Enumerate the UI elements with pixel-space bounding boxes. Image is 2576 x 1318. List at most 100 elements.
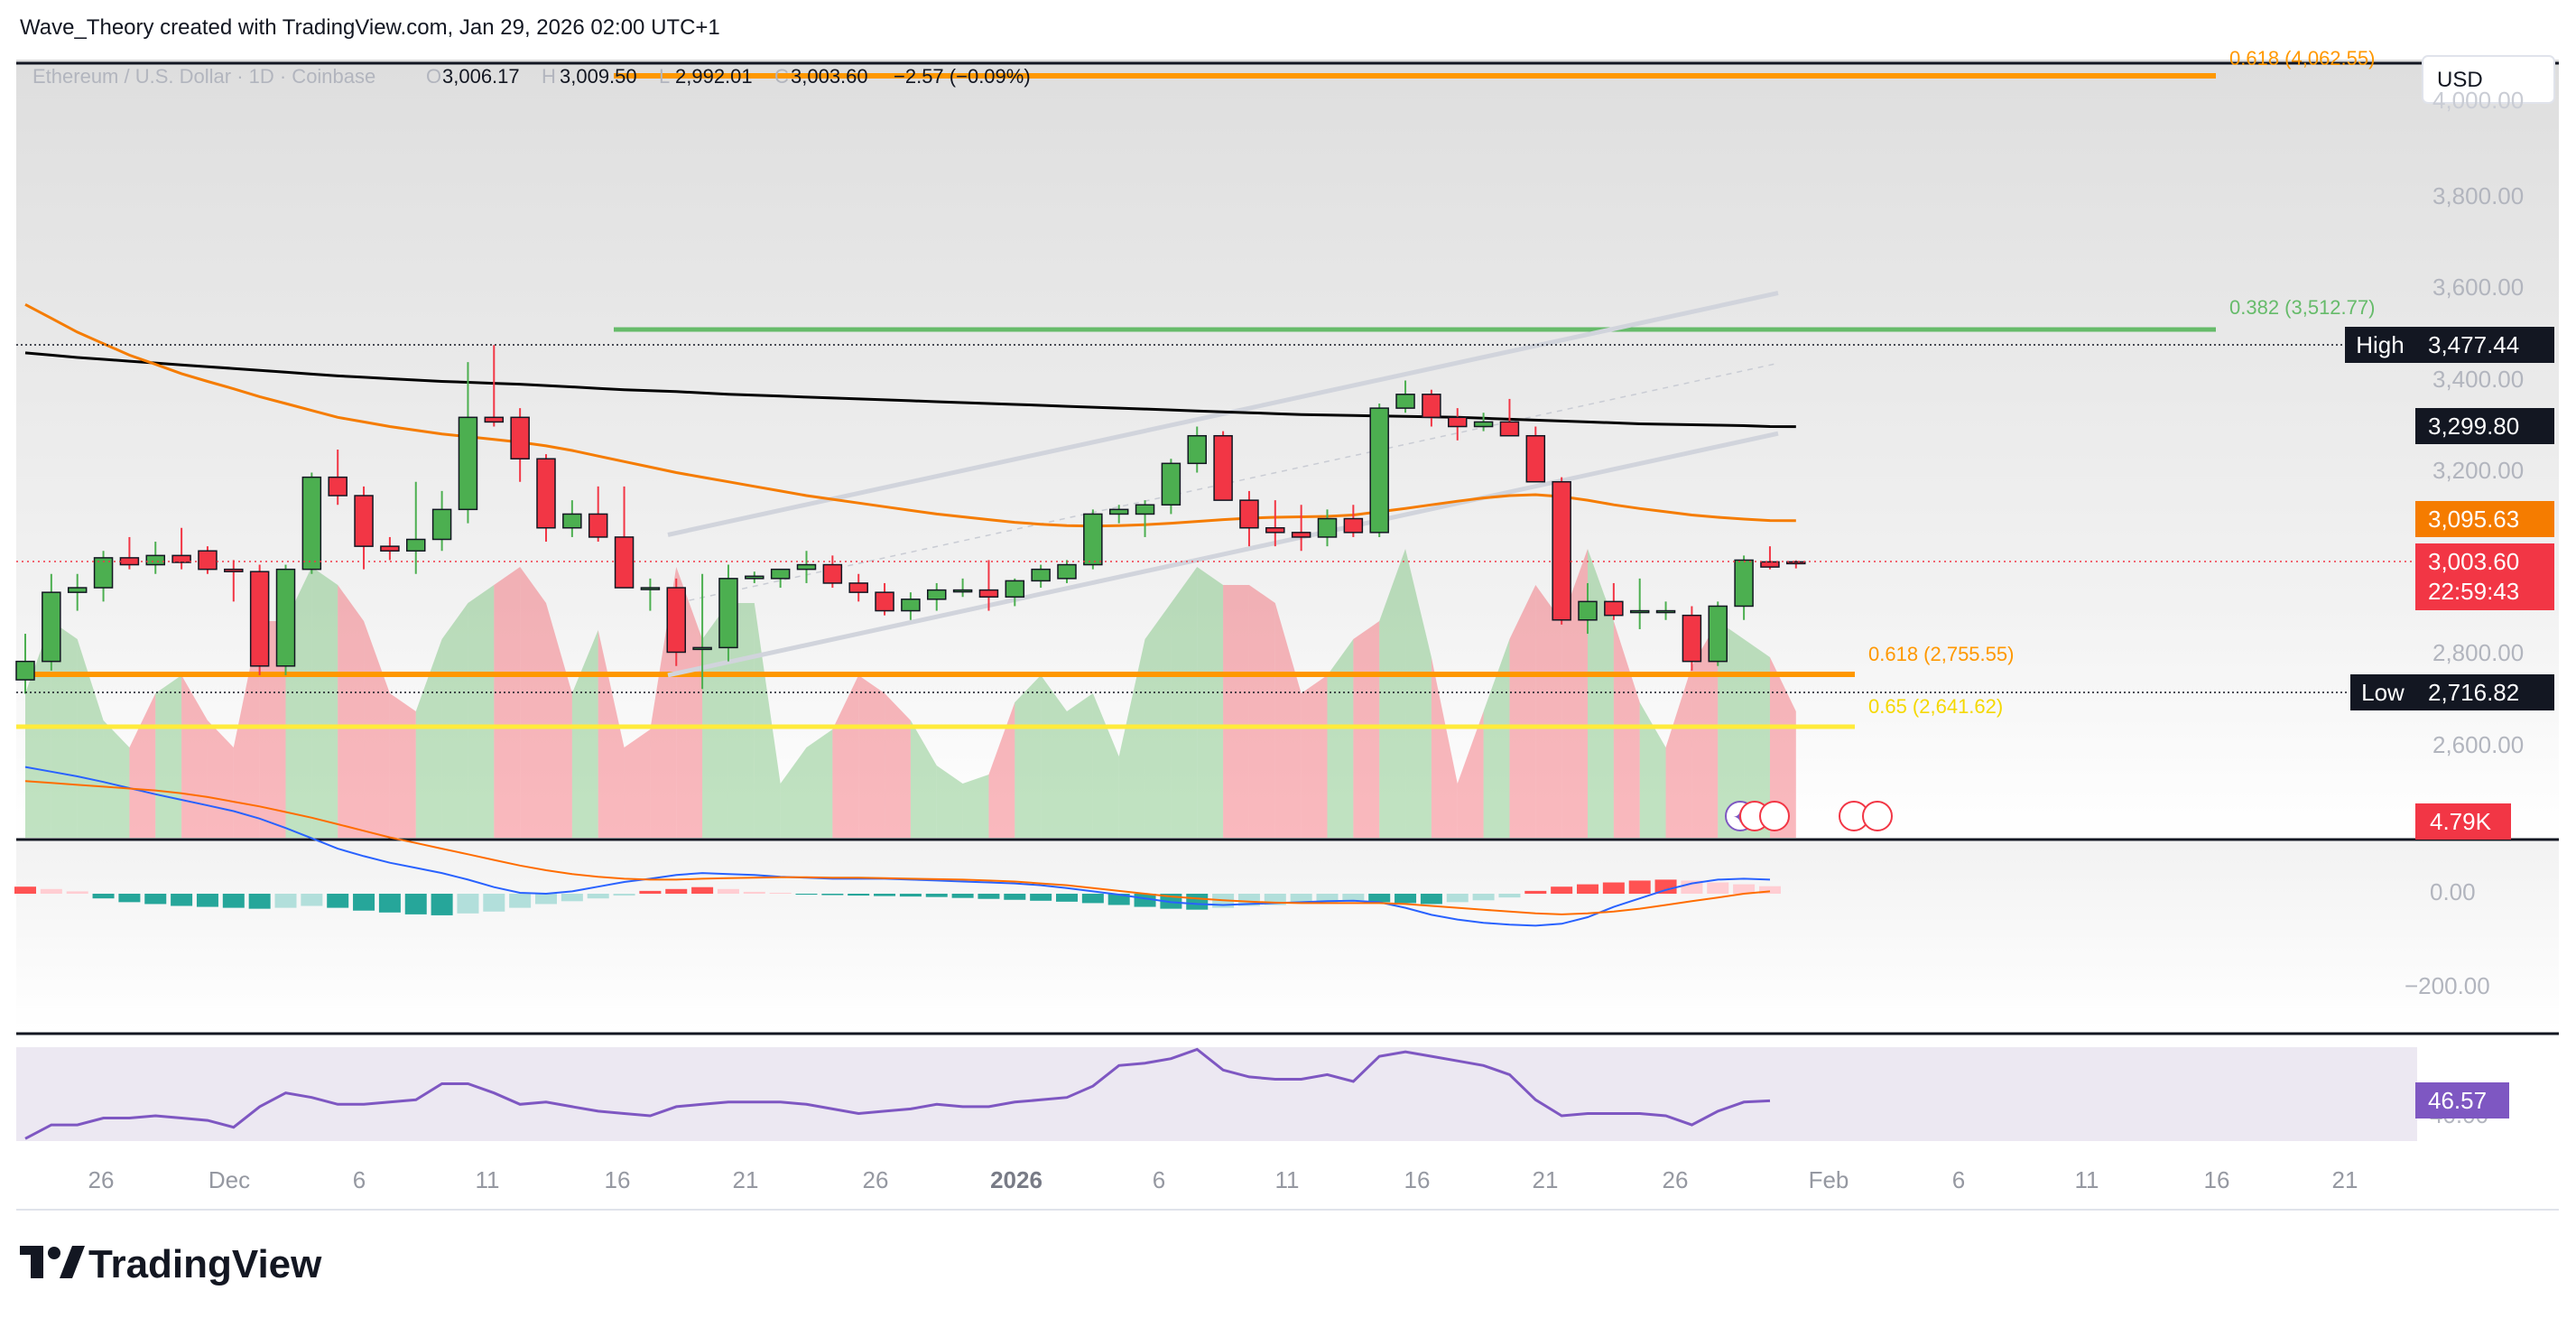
volume-segment [754,603,781,838]
candle-body [1161,462,1181,506]
candle-body [1629,609,1650,614]
time-tick: Feb [1809,1166,1849,1193]
ma200-price-tag: 3,299.80 [2415,408,2554,444]
high-price-tag: High 3,477.44 [2345,327,2554,363]
volume-segment [1353,621,1380,838]
currency-button[interactable]: USD [2422,55,2555,104]
rsi-value-tag: 46.57 [2415,1082,2509,1118]
candle-body [978,589,999,599]
candle-body [1525,434,1546,483]
macd-histogram-bar [1758,886,1781,894]
candle-body [692,646,712,651]
ohlc-legend: Ethereum / U.S. Dollar · 1D · Coinbase O… [32,65,1031,88]
candle-body [640,587,661,590]
time-tick: 2026 [990,1166,1042,1193]
last-price-tag: 3,003.60 22:59:43 [2415,543,2554,610]
candle-body [15,660,35,681]
macd-histogram-bar [1420,894,1442,905]
volume-tag-value: 4.79K [2430,808,2492,835]
macd-histogram-bar [795,894,818,896]
candle-body [249,571,270,667]
volume-segment [389,693,416,838]
event-icons[interactable]: ✦ [1725,801,1893,831]
volume-segment [103,720,130,838]
candle-body [1786,561,1806,565]
volume-layer [25,549,1796,838]
macd-histogram-bar [1446,894,1469,903]
macd-axis-zero: 0.00 [2430,878,2476,905]
volume-segment [1639,702,1666,838]
ma-slow-line [24,351,1796,429]
candle-body [1343,517,1364,534]
candle-body [1760,561,1780,568]
macd-histogram-bar [821,894,844,896]
volume-segment [468,585,495,838]
time-tick: 21 [1533,1166,1559,1193]
volume-segment [441,603,468,838]
macd-histogram-bar [925,894,948,897]
volume-segment [1535,585,1562,838]
event-icon-us-flag[interactable] [1759,801,1790,831]
macd-histogram-bar [14,886,36,894]
volume-segment [1248,585,1275,838]
volume-segment [1457,711,1484,838]
candle-body [770,568,791,580]
volume-segment [1144,603,1172,838]
volume-segment [1067,693,1093,838]
event-icon-us-flag[interactable] [1862,801,1893,831]
fib-label-yellow: 0.65 (2,641.62) [1868,695,2003,718]
candle-body [198,550,218,571]
candle-body [1682,614,1702,663]
volume-segment [1483,639,1510,838]
price-tick-partial: 4,000.00 [2432,87,2524,114]
macd-histogram-bar [717,888,739,894]
low-price-tag: Low 2,716.82 [2350,674,2554,710]
candle-body [1187,434,1207,465]
volume-segment [1015,675,1042,838]
time-tick: 11 [476,1166,500,1193]
fib-layer [16,61,2559,729]
currency-button-label: USD [2437,68,2483,92]
time-tick: 26 [88,1166,115,1193]
candle-body [1655,609,1676,614]
volume-segment [1588,549,1614,838]
candle-body [536,458,556,529]
candle-body [171,554,191,563]
ma-fast-line [24,302,1796,528]
candle-body [1473,421,1494,428]
macd-histogram-bar [483,894,505,912]
volume-segment [885,693,911,838]
macd-layer [14,766,1781,927]
macd-histogram-bar [301,894,323,906]
macd-histogram-bar [274,894,297,908]
macd-pane [16,841,2559,1031]
volume-segment [780,747,807,838]
fib-label-orange: 0.618 (2,755.55) [1868,643,2014,665]
price-tick: 3,600.00 [2432,274,2524,301]
volume-segment [1327,639,1354,838]
candle-body [510,416,530,459]
candle-body [718,578,738,649]
channel-lower-line [667,431,1779,678]
candle-body [1135,504,1155,515]
candle-body [406,538,426,552]
macd-histogram-bar [769,892,792,894]
price-tick: 3,800.00 [2432,182,2524,209]
candle-body [1083,513,1103,566]
candle-body [1031,568,1051,582]
volume-segment [858,675,885,838]
volume-segment [1223,585,1249,838]
volume-segment [338,585,365,838]
time-tick: 21 [2332,1166,2358,1193]
channel-upper-line [667,291,1779,537]
volume-segment [546,603,572,838]
macd-histogram-bar [1602,882,1625,894]
candles-layer [15,345,1806,694]
macd-histogram-bar [1081,894,1104,904]
fib-label-green: 0.382 (3,512.77) [2229,296,2375,319]
macd-histogram-bar [1107,894,1130,905]
candle-body [1552,480,1571,621]
macd-histogram-bar [874,894,896,896]
rsi-layer [24,1047,1771,1140]
macd-histogram-bar [587,894,609,899]
